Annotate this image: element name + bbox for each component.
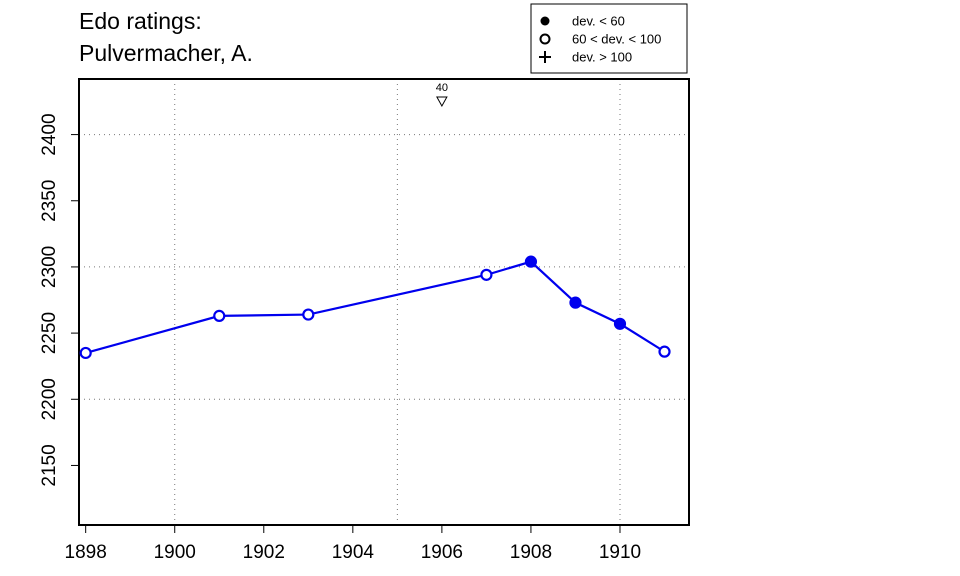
data-point bbox=[480, 268, 493, 281]
x-tick-label: 1900 bbox=[154, 542, 196, 563]
data-point bbox=[302, 308, 315, 321]
series-line bbox=[85, 260, 666, 355]
chart-title-line-2: Pulvermacher, A. bbox=[79, 40, 253, 66]
x-tick-label: 1908 bbox=[510, 542, 552, 563]
axes: 1898 1900 1902 1904 1906 1908 1910 2150 2200 2250… bbox=[39, 78, 690, 563]
y-tick-label: 2200 bbox=[39, 378, 60, 420]
data-point bbox=[79, 346, 92, 360]
legend: dev. < 60 60 < dev. < 100 dev. > 100 bbox=[530, 3, 688, 74]
annotation-label: 40 bbox=[436, 82, 448, 94]
legend-label: 60 < dev. < 100 bbox=[572, 32, 661, 47]
y-tick-label: 2150 bbox=[39, 444, 60, 486]
legend-label: dev. > 100 bbox=[572, 50, 632, 65]
data-point bbox=[658, 345, 671, 358]
data-point bbox=[213, 309, 226, 322]
annotation-triangle-marker bbox=[436, 96, 448, 108]
x-tick-label: 1902 bbox=[243, 542, 285, 563]
legend-symbol-plus bbox=[539, 51, 551, 63]
annotations: 40 bbox=[436, 82, 448, 108]
plot-frame bbox=[78, 78, 690, 526]
x-tick-label: 1898 bbox=[65, 542, 107, 563]
y-tick-label: 2300 bbox=[39, 246, 60, 288]
x-tick-label: 1904 bbox=[332, 542, 375, 563]
y-tick-label: 2400 bbox=[39, 113, 60, 155]
y-tick-label: 2250 bbox=[39, 312, 60, 354]
data-point bbox=[569, 296, 582, 309]
data-point bbox=[524, 255, 538, 268]
legend-box bbox=[530, 3, 688, 74]
x-tick-label: 1906 bbox=[421, 542, 463, 563]
series-layer bbox=[79, 255, 671, 360]
x-tick-label: 1910 bbox=[599, 542, 641, 563]
legend-label: dev. < 60 bbox=[572, 14, 625, 29]
legend-symbol-filled-circle bbox=[540, 16, 550, 26]
y-tick-label: 2350 bbox=[39, 180, 60, 222]
legend-symbol-open-circle bbox=[539, 33, 551, 45]
chart-title-line-1: Edo ratings: bbox=[79, 8, 202, 34]
data-point bbox=[613, 317, 627, 330]
grid bbox=[79, 79, 689, 525]
